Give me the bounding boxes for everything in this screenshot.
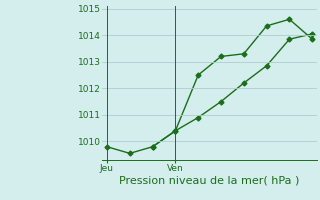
X-axis label: Pression niveau de la mer( hPa ): Pression niveau de la mer( hPa ) [119, 176, 300, 186]
